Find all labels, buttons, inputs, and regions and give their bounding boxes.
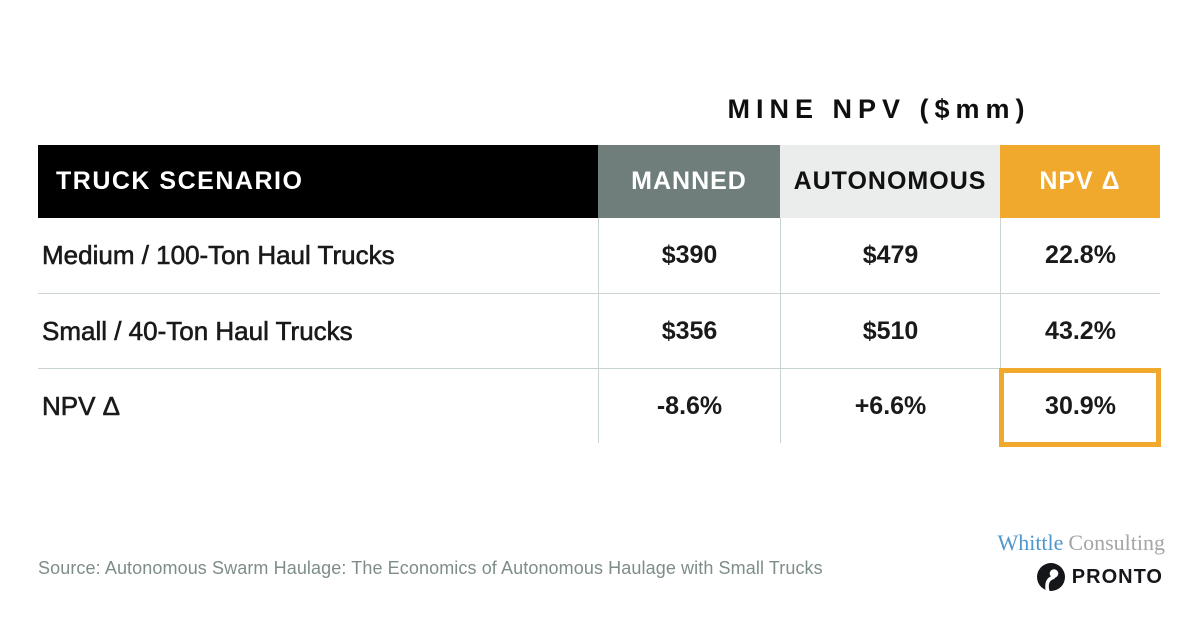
cell-delta-autonomous: +6.6% — [780, 369, 1000, 443]
pronto-logo-text: PRONTO — [1071, 565, 1163, 588]
col-header-autonomous: AUTONOMOUS — [780, 145, 1000, 218]
table-row-medium-trucks: Medium / 100-Ton Haul Trucks $390 $479 2… — [38, 218, 1160, 293]
pronto-logo: PRONTO — [1036, 563, 1163, 591]
cell-medium-autonomous: $479 — [780, 218, 1000, 293]
row-label: Medium / 100-Ton Haul Trucks — [42, 240, 395, 271]
table-row-small-trucks: Small / 40-Ton Haul Trucks $356 $510 43.… — [38, 293, 1160, 368]
row-label: NPV Δ — [42, 390, 121, 421]
cell-medium-npv-delta: 22.8% — [1000, 218, 1160, 293]
table-row-npv-delta: NPV Δ -8.6% +6.6% 30.9% — [38, 368, 1161, 447]
cell-delta-manned: -8.6% — [598, 369, 780, 443]
cell-small-npv-delta: 43.2% — [1000, 294, 1160, 368]
cell-small-autonomous: $510 — [780, 294, 1000, 368]
whittle-consulting-logo: Whittle Consulting — [997, 530, 1165, 556]
col-header-manned: MANNED — [598, 145, 780, 218]
source-citation: Source: Autonomous Swarm Haulage: The Ec… — [38, 558, 823, 578]
page-title: MINE NPV ($mm) — [727, 94, 1031, 124]
cell-small-manned: $356 — [598, 294, 780, 368]
npv-comparison-table: TRUCK SCENARIO MANNED AUTONOMOUS NPV Δ M… — [38, 145, 1161, 447]
row-label: Small / 40-Ton Haul Trucks — [42, 315, 353, 346]
highlighted-value: 30.9% — [1045, 391, 1116, 420]
col-header-truck-scenario: TRUCK SCENARIO — [38, 145, 598, 218]
whittle-logo-text-gray: Consulting — [1068, 530, 1165, 555]
table-header-row: TRUCK SCENARIO MANNED AUTONOMOUS NPV Δ — [38, 145, 1160, 218]
col-header-npv-delta: NPV Δ — [1000, 145, 1160, 218]
cell-medium-manned: $390 — [598, 218, 780, 293]
pronto-swirl-icon — [1036, 563, 1065, 591]
whittle-logo-text-blue: Whittle — [997, 530, 1064, 555]
cell-delta-npv-delta: 30.9% — [999, 368, 1161, 447]
